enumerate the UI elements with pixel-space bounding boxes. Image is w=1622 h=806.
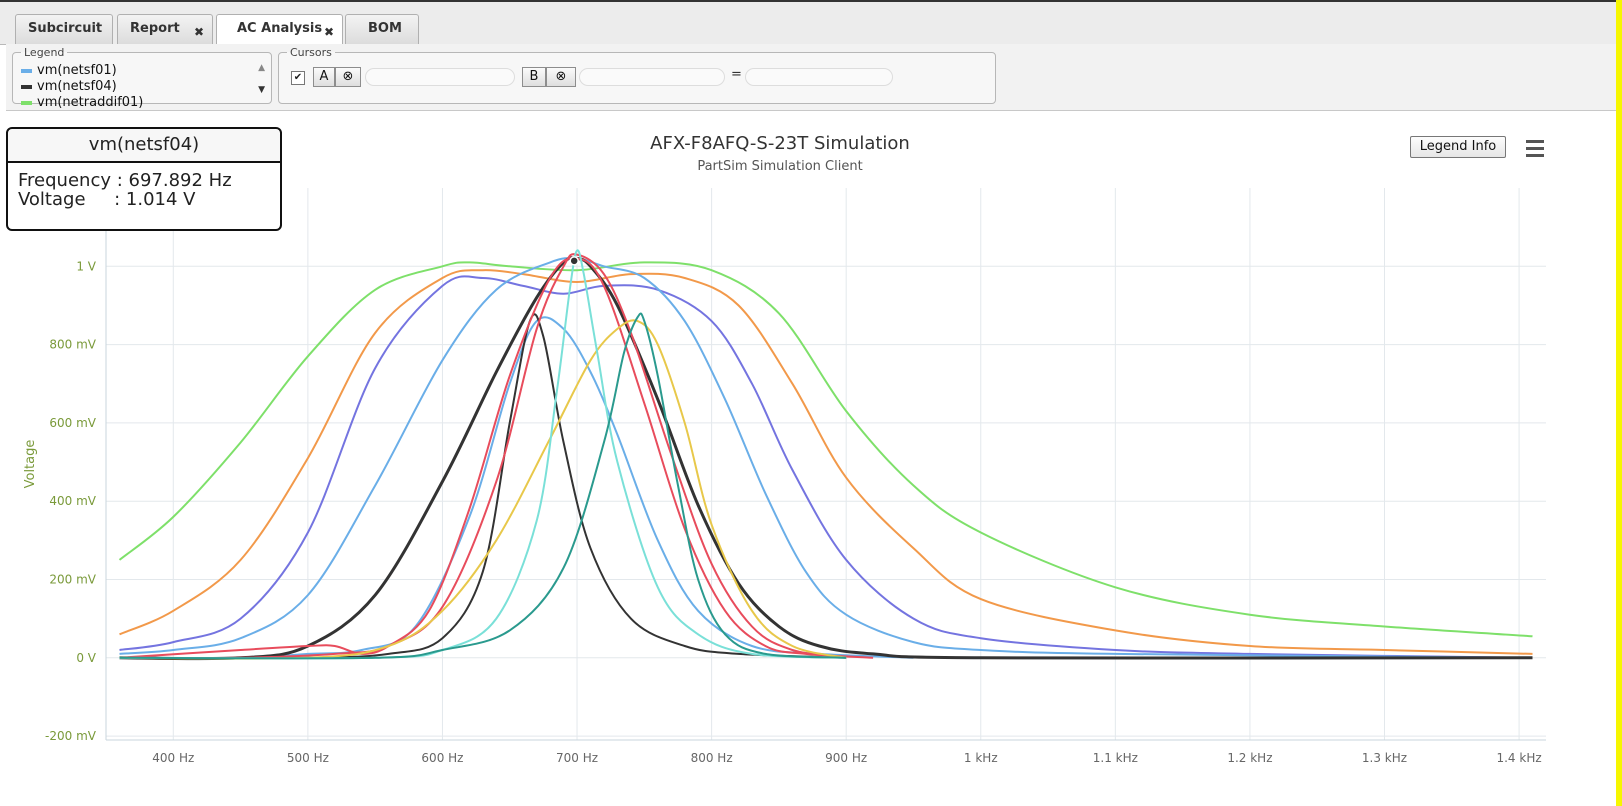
y-tick-label: 400 mV (49, 494, 96, 508)
y-tick-label: 800 mV (49, 338, 96, 352)
cursor-equals-sign: = (731, 67, 742, 82)
close-icon[interactable]: ✖ (193, 25, 204, 39)
cursors-enable-checkbox[interactable]: ✔ (291, 71, 305, 85)
cursors-panel: Cursors ✔ A ⊗ B ⊗ = (278, 46, 996, 104)
y-tick-label: -200 mV (45, 729, 97, 743)
series-line (119, 256, 1533, 661)
y-tick-label: 0 V (76, 651, 96, 665)
series-line (119, 257, 1533, 659)
scroll-up-icon[interactable]: ▲ (258, 63, 265, 73)
x-tick-label: 900 Hz (825, 751, 867, 765)
y-tick-label: 200 mV (49, 572, 96, 586)
close-icon[interactable]: ✖ (323, 25, 334, 39)
tooltip-series-name: vm(netsf04) (8, 129, 280, 163)
tooltip-voltage: Voltage : 1.014 V (18, 189, 196, 210)
cursors-panel-title: Cursors (290, 46, 332, 59)
cursor-a-clear-icon[interactable]: ⊗ (335, 67, 361, 87)
hamburger-menu-icon[interactable] (1521, 136, 1549, 160)
window-edge-strip (1616, 0, 1622, 806)
x-tick-label: 1.4 kHz (1496, 751, 1541, 765)
legend-item[interactable]: vm(netraddif01) (21, 95, 143, 109)
cursor-b-button[interactable]: B (522, 67, 546, 87)
tooltip-frequency: Frequency : 697.892 Hz (18, 170, 232, 191)
series-line (119, 269, 1533, 655)
chart-area[interactable]: 400 Hz 500 Hz 600 Hz 700 Hz 800 Hz 900 Hz 1 kH… (6, 126, 1616, 806)
tab-report-label: Report (130, 21, 180, 36)
x-tick-label: 1.1 kHz (1093, 751, 1138, 765)
x-tick-label: 1.3 kHz (1362, 751, 1407, 765)
legend-item[interactable]: vm(netsf04) (21, 79, 117, 95)
scroll-down-icon[interactable]: ▼ (258, 85, 265, 95)
y-tick-label: 600 mV (49, 416, 96, 430)
series-line (119, 313, 847, 660)
series-line (119, 257, 874, 659)
y-axis-title: Voltage (23, 440, 38, 489)
cursor-difference-field[interactable] (745, 68, 893, 86)
legend-swatch (21, 84, 32, 89)
y-tick-label: 1 V (76, 259, 96, 273)
series-line (119, 275, 1533, 659)
cursor-b-value-field[interactable] (579, 68, 725, 86)
chart-title: AFX-F8AFQ-S-23T Simulation (650, 133, 910, 154)
tab-bom[interactable]: BOM (345, 14, 419, 44)
x-tick-label: 700 Hz (556, 751, 598, 765)
chart-tooltip: vm(netsf04) Frequency : 697.892 Hz Volta… (6, 127, 282, 231)
legend-item-label: vm(netraddif01) (37, 95, 144, 109)
legend-panel-title: Legend (24, 46, 65, 59)
tab-ac-analysis[interactable]: AC Analysis ✖ (216, 14, 343, 45)
series-line (119, 316, 914, 660)
tab-subcircuit[interactable]: Subcircuit (15, 14, 113, 44)
cursor-a-button[interactable]: A (313, 67, 335, 87)
chart-subtitle: PartSim Simulation Client (697, 159, 863, 174)
x-tick-label: 400 Hz (152, 751, 194, 765)
series-line (119, 253, 847, 660)
tab-bom-label: BOM (368, 21, 402, 36)
series-line (119, 319, 847, 660)
x-tick-label: 1.2 kHz (1227, 751, 1272, 765)
analysis-toolbar: Legend vm(netsf01) vm(netsf04) vm(netrad… (6, 44, 1616, 111)
legend-item-label: vm(netsf04) (37, 79, 117, 94)
legend-item[interactable]: vm(netsf01) (21, 63, 117, 79)
legend-swatch (21, 100, 32, 105)
tab-report[interactable]: Report ✖ (117, 14, 213, 44)
tab-strip: Subcircuit Report ✖ AC Analysis ✖ BOM (0, 2, 1616, 45)
legend-item-label: vm(netsf01) (37, 63, 117, 78)
window-top-border (0, 0, 1622, 2)
cursor-a-value-field[interactable] (365, 68, 515, 86)
series-line (118, 261, 1533, 638)
x-tick-label: 1 kHz (964, 751, 998, 765)
legend-info-button[interactable]: Legend Info (1410, 136, 1506, 158)
series-line (119, 249, 847, 660)
x-tick-label: 800 Hz (691, 751, 733, 765)
legend-swatch (21, 68, 32, 73)
series-line (119, 312, 847, 660)
tab-subcircuit-label: Subcircuit (28, 21, 103, 36)
ac-analysis-chart[interactable]: 400 Hz 500 Hz 600 Hz 700 Hz 800 Hz 900 Hz 1 kH… (6, 126, 1616, 806)
tab-ac-analysis-label: AC Analysis (237, 21, 323, 36)
legend-panel: Legend vm(netsf01) vm(netsf04) vm(netrad… (12, 46, 272, 109)
cursor-b-clear-icon[interactable]: ⊗ (546, 67, 576, 87)
legend-list[interactable]: vm(netsf01) vm(netsf04) vm(netraddif01) (13, 63, 253, 109)
x-tick-label: 500 Hz (287, 751, 329, 765)
x-tick-label: 600 Hz (421, 751, 463, 765)
hover-point-marker (569, 256, 579, 266)
